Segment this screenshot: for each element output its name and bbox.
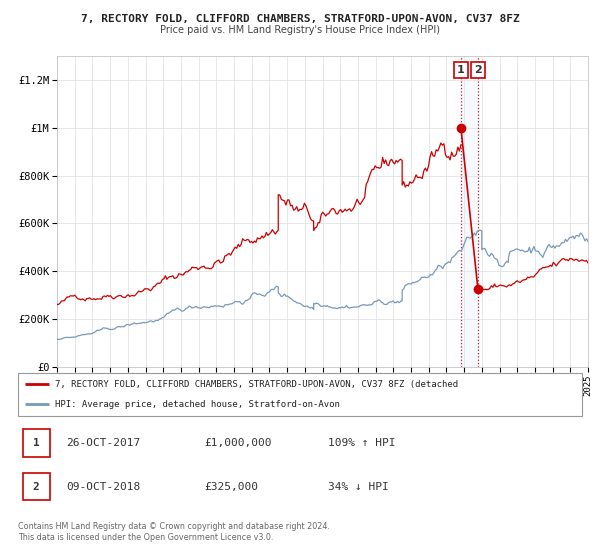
Text: 109% ↑ HPI: 109% ↑ HPI: [328, 438, 396, 448]
Text: This data is licensed under the Open Government Licence v3.0.: This data is licensed under the Open Gov…: [18, 533, 274, 542]
Text: 7, RECTORY FOLD, CLIFFORD CHAMBERS, STRATFORD-UPON-AVON, CV37 8FZ: 7, RECTORY FOLD, CLIFFORD CHAMBERS, STRA…: [80, 14, 520, 24]
Text: 26-OCT-2017: 26-OCT-2017: [66, 438, 140, 448]
Text: £325,000: £325,000: [204, 482, 258, 492]
FancyBboxPatch shape: [23, 473, 50, 501]
FancyBboxPatch shape: [18, 373, 582, 416]
Text: Price paid vs. HM Land Registry's House Price Index (HPI): Price paid vs. HM Land Registry's House …: [160, 25, 440, 35]
Text: 7, RECTORY FOLD, CLIFFORD CHAMBERS, STRATFORD-UPON-AVON, CV37 8FZ (detached: 7, RECTORY FOLD, CLIFFORD CHAMBERS, STRA…: [55, 380, 458, 389]
Text: 1: 1: [32, 438, 40, 448]
Text: 2: 2: [32, 482, 40, 492]
Text: 34% ↓ HPI: 34% ↓ HPI: [328, 482, 389, 492]
Text: HPI: Average price, detached house, Stratford-on-Avon: HPI: Average price, detached house, Stra…: [55, 399, 340, 409]
Text: £1,000,000: £1,000,000: [204, 438, 272, 448]
Text: Contains HM Land Registry data © Crown copyright and database right 2024.: Contains HM Land Registry data © Crown c…: [18, 522, 330, 531]
Text: 1: 1: [457, 65, 465, 75]
Text: 2: 2: [474, 65, 482, 75]
Text: 09-OCT-2018: 09-OCT-2018: [66, 482, 140, 492]
FancyBboxPatch shape: [23, 429, 50, 457]
Bar: [461, 56, 478, 367]
